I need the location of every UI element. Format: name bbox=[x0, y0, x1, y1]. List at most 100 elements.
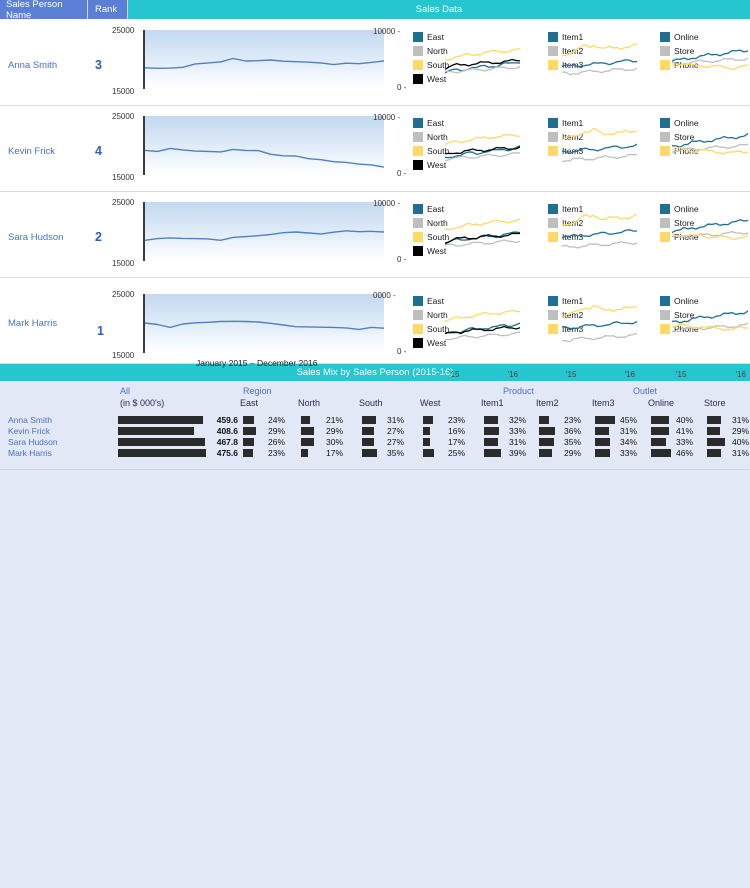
legend-item[interactable]: East bbox=[413, 202, 449, 216]
y-axis-min-label: 15000 bbox=[112, 173, 135, 182]
bar-fill bbox=[243, 449, 253, 457]
legend-item[interactable]: Item3 bbox=[548, 230, 583, 244]
bar-fill bbox=[301, 416, 310, 424]
legend-item[interactable]: Online bbox=[660, 294, 699, 308]
column-header-sales-person-name[interactable]: Sales Person Name bbox=[0, 0, 88, 21]
legend-item[interactable]: Item1 bbox=[548, 202, 583, 216]
section-divider bbox=[0, 469, 750, 470]
legend-item[interactable]: West bbox=[413, 244, 449, 258]
legend-item[interactable]: Store bbox=[660, 308, 699, 322]
legend-item[interactable]: Online bbox=[660, 30, 699, 44]
legend-item[interactable]: Item2 bbox=[548, 308, 583, 322]
legend-label: South bbox=[427, 232, 450, 242]
bar-fill bbox=[301, 449, 308, 457]
legend-label: Item1 bbox=[562, 204, 584, 214]
legend-item[interactable]: North bbox=[413, 130, 449, 144]
legend-item[interactable]: Store bbox=[660, 216, 699, 230]
table-row[interactable]: Kevin Frick 4 25000 15000 10000 - 0 - East Nort… bbox=[0, 106, 750, 192]
sales-person-name[interactable]: Kevin Frick bbox=[8, 146, 55, 157]
legend-item[interactable]: North bbox=[413, 308, 449, 322]
mix-pct-value: 29% bbox=[326, 426, 344, 436]
legend-item[interactable]: North bbox=[413, 216, 449, 230]
legend-item[interactable]: West bbox=[413, 336, 449, 350]
bar-fill bbox=[118, 438, 205, 446]
legend-item[interactable]: Item2 bbox=[548, 44, 583, 58]
column-header-rank[interactable]: Rank bbox=[88, 0, 128, 19]
legend-item[interactable]: East bbox=[413, 294, 449, 308]
legend-label: South bbox=[427, 324, 450, 334]
mix-group-label: Region bbox=[243, 386, 272, 396]
legend-item[interactable]: Item3 bbox=[548, 144, 583, 158]
mix-pct-bar bbox=[707, 427, 729, 435]
bar-fill bbox=[118, 416, 203, 424]
y-axis-min-label: 15000 bbox=[112, 259, 135, 268]
mix-row-name[interactable]: Anna Smith bbox=[8, 415, 52, 425]
legend-swatch-icon bbox=[548, 46, 558, 56]
mix-pct-bar bbox=[539, 438, 561, 446]
legend-item[interactable]: South bbox=[413, 144, 449, 158]
legend-label: East bbox=[427, 118, 445, 128]
legend-label: West bbox=[427, 338, 447, 348]
sales-trend-plot-area bbox=[145, 30, 384, 89]
small-y-axis-bottom-label: 0 - bbox=[397, 169, 407, 178]
mix-pct-value: 32% bbox=[509, 415, 527, 425]
bar-fill bbox=[423, 427, 430, 435]
legend-swatch-icon bbox=[413, 132, 423, 142]
legend-swatch-icon bbox=[548, 232, 558, 242]
legend-item[interactable]: South bbox=[413, 230, 449, 244]
mix-pct-bar bbox=[243, 438, 265, 446]
legend-item[interactable]: Item1 bbox=[548, 116, 583, 130]
small-multiple-outlet: Online Store Phone bbox=[632, 114, 748, 180]
mix-pct-bar bbox=[301, 416, 323, 424]
legend-swatch-icon bbox=[660, 146, 670, 156]
y-axis-line bbox=[143, 116, 145, 175]
sales-person-name[interactable]: Mark Harris bbox=[8, 318, 58, 329]
legend-swatch-icon bbox=[413, 232, 423, 242]
legend-outlet: Online Store Phone bbox=[660, 116, 699, 158]
legend-label: West bbox=[427, 160, 447, 170]
mix-pct-bar bbox=[707, 416, 729, 424]
legend-item[interactable]: South bbox=[413, 58, 449, 72]
legend-region: East North South West bbox=[413, 30, 449, 86]
table-row[interactable]: Mark Harris 1 25000 15000 0000 - 0 - East North… bbox=[0, 278, 750, 379]
mix-pct-bar bbox=[423, 416, 445, 424]
mix-pct-value: 23% bbox=[448, 415, 466, 425]
mix-pct-value: 29% bbox=[732, 426, 750, 436]
mix-row-name[interactable]: Kevin Frick bbox=[8, 426, 51, 436]
legend-item[interactable]: Online bbox=[660, 202, 699, 216]
legend-item[interactable]: Item1 bbox=[548, 30, 583, 44]
mix-row-name[interactable]: Sara Hudson bbox=[8, 437, 58, 447]
legend-item[interactable]: West bbox=[413, 72, 449, 86]
legend-item[interactable]: Item1 bbox=[548, 294, 583, 308]
legend-swatch-icon bbox=[660, 118, 670, 128]
mix-total-bar bbox=[118, 416, 206, 424]
legend-item[interactable]: Store bbox=[660, 44, 699, 58]
mix-row-name[interactable]: Mark Harris bbox=[8, 448, 52, 458]
table-header: Sales Person Name Rank Sales Data bbox=[0, 0, 750, 21]
sparkline-outlet bbox=[672, 292, 748, 358]
legend-swatch-icon bbox=[660, 132, 670, 142]
legend-item[interactable]: West bbox=[413, 158, 449, 172]
y-axis-max-label: 25000 bbox=[112, 198, 135, 207]
table-row[interactable]: Anna Smith 3 25000 15000 10000 - 0 - East North… bbox=[0, 20, 750, 106]
x-tick-label: '16 bbox=[735, 370, 746, 379]
legend-item[interactable]: Store bbox=[660, 130, 699, 144]
sales-person-name[interactable]: Sara Hudson bbox=[8, 232, 64, 243]
legend-item[interactable]: Phone bbox=[660, 58, 699, 72]
legend-item[interactable]: Online bbox=[660, 116, 699, 130]
table-row[interactable]: Sara Hudson 2 25000 15000 10000 - 0 - East Nort… bbox=[0, 192, 750, 278]
legend-item[interactable]: South bbox=[413, 322, 449, 336]
sparkline-outlet bbox=[672, 28, 748, 94]
legend-label: Item1 bbox=[562, 32, 584, 42]
legend-label: North bbox=[427, 132, 448, 142]
y-axis-line bbox=[143, 30, 145, 89]
legend-label: Item3 bbox=[562, 146, 584, 156]
legend-item[interactable]: East bbox=[413, 30, 449, 44]
sales-person-name[interactable]: Anna Smith bbox=[8, 60, 58, 71]
mix-pct-bar bbox=[362, 416, 384, 424]
legend-item[interactable]: Phone bbox=[660, 144, 699, 158]
legend-item[interactable]: East bbox=[413, 116, 449, 130]
legend-item[interactable]: North bbox=[413, 44, 449, 58]
sparkline-outlet bbox=[672, 200, 748, 266]
small-multiple-product: Item1 Item2 Item3'15'16 bbox=[520, 292, 637, 379]
